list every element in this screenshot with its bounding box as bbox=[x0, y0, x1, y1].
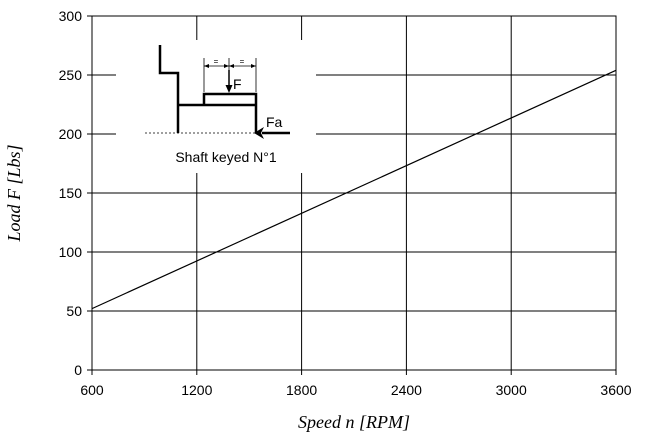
axial-force-arrow-head bbox=[254, 127, 264, 139]
dimension-mark-right: = bbox=[240, 57, 245, 66]
force-arrow-head bbox=[225, 85, 233, 93]
dimension-arrows bbox=[204, 64, 256, 68]
y-tick-label: 200 bbox=[59, 126, 83, 142]
y-tick-labels: 0 50 100 150 200 250 300 bbox=[59, 8, 83, 378]
x-axis-title: Speed n [RPM] bbox=[298, 412, 410, 432]
axial-force-label: Fa bbox=[266, 114, 283, 130]
shaft-outline bbox=[158, 45, 180, 133]
x-tick-labels: 600 1200 1800 2400 3000 3600 bbox=[80, 382, 631, 398]
x-tick-label: 1200 bbox=[181, 382, 212, 398]
x-tick-label: 600 bbox=[80, 382, 104, 398]
x-tick-label: 2400 bbox=[391, 382, 422, 398]
force-label: F bbox=[233, 76, 242, 92]
x-tick-label: 1800 bbox=[286, 382, 317, 398]
dimension-mark-left: = bbox=[214, 57, 219, 66]
series-line bbox=[91, 69, 617, 310]
y-axis-title: Load F [Lbs] bbox=[4, 144, 24, 242]
y-tick-label: 100 bbox=[59, 244, 83, 260]
inset-caption: Shaft keyed N°1 bbox=[175, 149, 277, 165]
y-tick-label: 0 bbox=[74, 362, 82, 378]
y-tick-label: 150 bbox=[59, 185, 83, 201]
y-tick-label: 50 bbox=[66, 303, 82, 319]
y-tick-label: 300 bbox=[59, 8, 83, 24]
key-outline bbox=[202, 92, 258, 133]
x-tick-label: 3600 bbox=[600, 382, 631, 398]
x-tick-label: 3000 bbox=[496, 382, 527, 398]
inset-diagram: = = F Fa Shaft keyed N°1 bbox=[116, 40, 316, 173]
plot-area-frame bbox=[91, 15, 617, 371]
series bbox=[91, 69, 617, 310]
y-tick-label: 250 bbox=[59, 67, 83, 83]
inset-background bbox=[116, 40, 316, 173]
